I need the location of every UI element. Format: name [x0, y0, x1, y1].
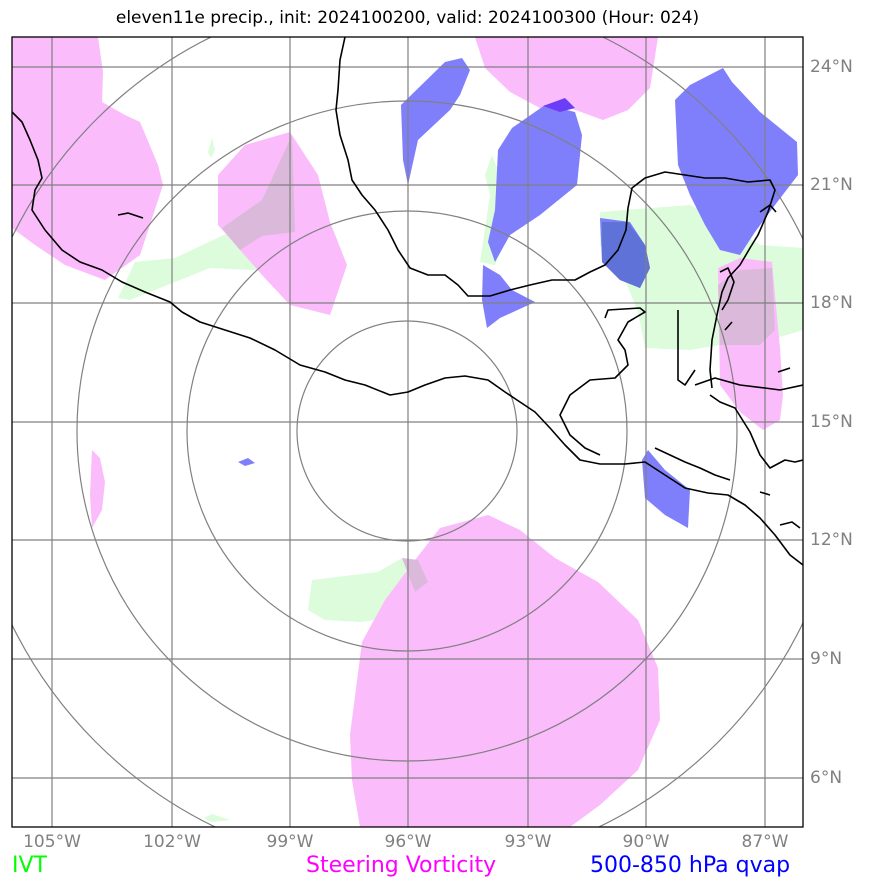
ivt-region [208, 138, 215, 158]
lon-label: 96°W [384, 832, 432, 852]
range-ring [186, 210, 628, 652]
pacific-coastline [12, 111, 803, 566]
qvap-region [642, 450, 690, 528]
qvap-region [488, 105, 582, 262]
coastlines [12, 37, 803, 566]
el-salvador-border [654, 447, 731, 481]
map-frame [11, 36, 804, 828]
range-ring [76, 100, 738, 762]
qvap-core-region [543, 98, 575, 112]
legend-qvap: 500-850 hPa qvap [590, 853, 791, 878]
lat-label: 12°N [810, 530, 853, 550]
vorticity-layer [12, 37, 783, 827]
guatemala-border [559, 307, 646, 456]
qvap-region [238, 458, 255, 466]
range-ring [296, 320, 518, 542]
lon-label: 87°W [741, 832, 789, 852]
qvap-region [401, 58, 470, 185]
caribbean-islands [117, 204, 801, 529]
legend-ivt: IVT [12, 853, 47, 878]
qvap-region [675, 68, 798, 255]
nicaragua-border [709, 394, 803, 469]
vorticity-region [12, 37, 163, 280]
lon-label: 105°W [23, 832, 81, 852]
yucatan-coast [719, 267, 735, 311]
vorticity-region [475, 37, 658, 120]
lat-label: 15°N [810, 412, 853, 432]
lon-label: 90°W [622, 832, 670, 852]
honduras-coast [694, 377, 803, 391]
lat-label: 6°N [810, 768, 843, 788]
lat-label: 9°N [810, 649, 843, 669]
lat-label: 21°N [810, 175, 853, 195]
lat-label: 18°N [810, 293, 853, 313]
belize-border [677, 310, 696, 386]
ivt-region [204, 814, 230, 822]
vorticity-region [350, 515, 660, 827]
lat-label: 24°N [810, 57, 853, 77]
legend-steering-vorticity: Steering Vorticity [306, 853, 497, 878]
gulf-coastline [335, 37, 776, 389]
map-title: eleven11e precip., init: 2024100200, val… [115, 8, 700, 28]
lon-label: 102°W [143, 832, 201, 852]
qvap-region [482, 265, 535, 328]
lon-label: 99°W [266, 832, 314, 852]
graticule [12, 37, 803, 827]
qvap-overlap-region [602, 222, 650, 288]
lon-label: 93°W [504, 832, 552, 852]
overlap-region [222, 135, 295, 250]
vorticity-region [90, 450, 105, 528]
